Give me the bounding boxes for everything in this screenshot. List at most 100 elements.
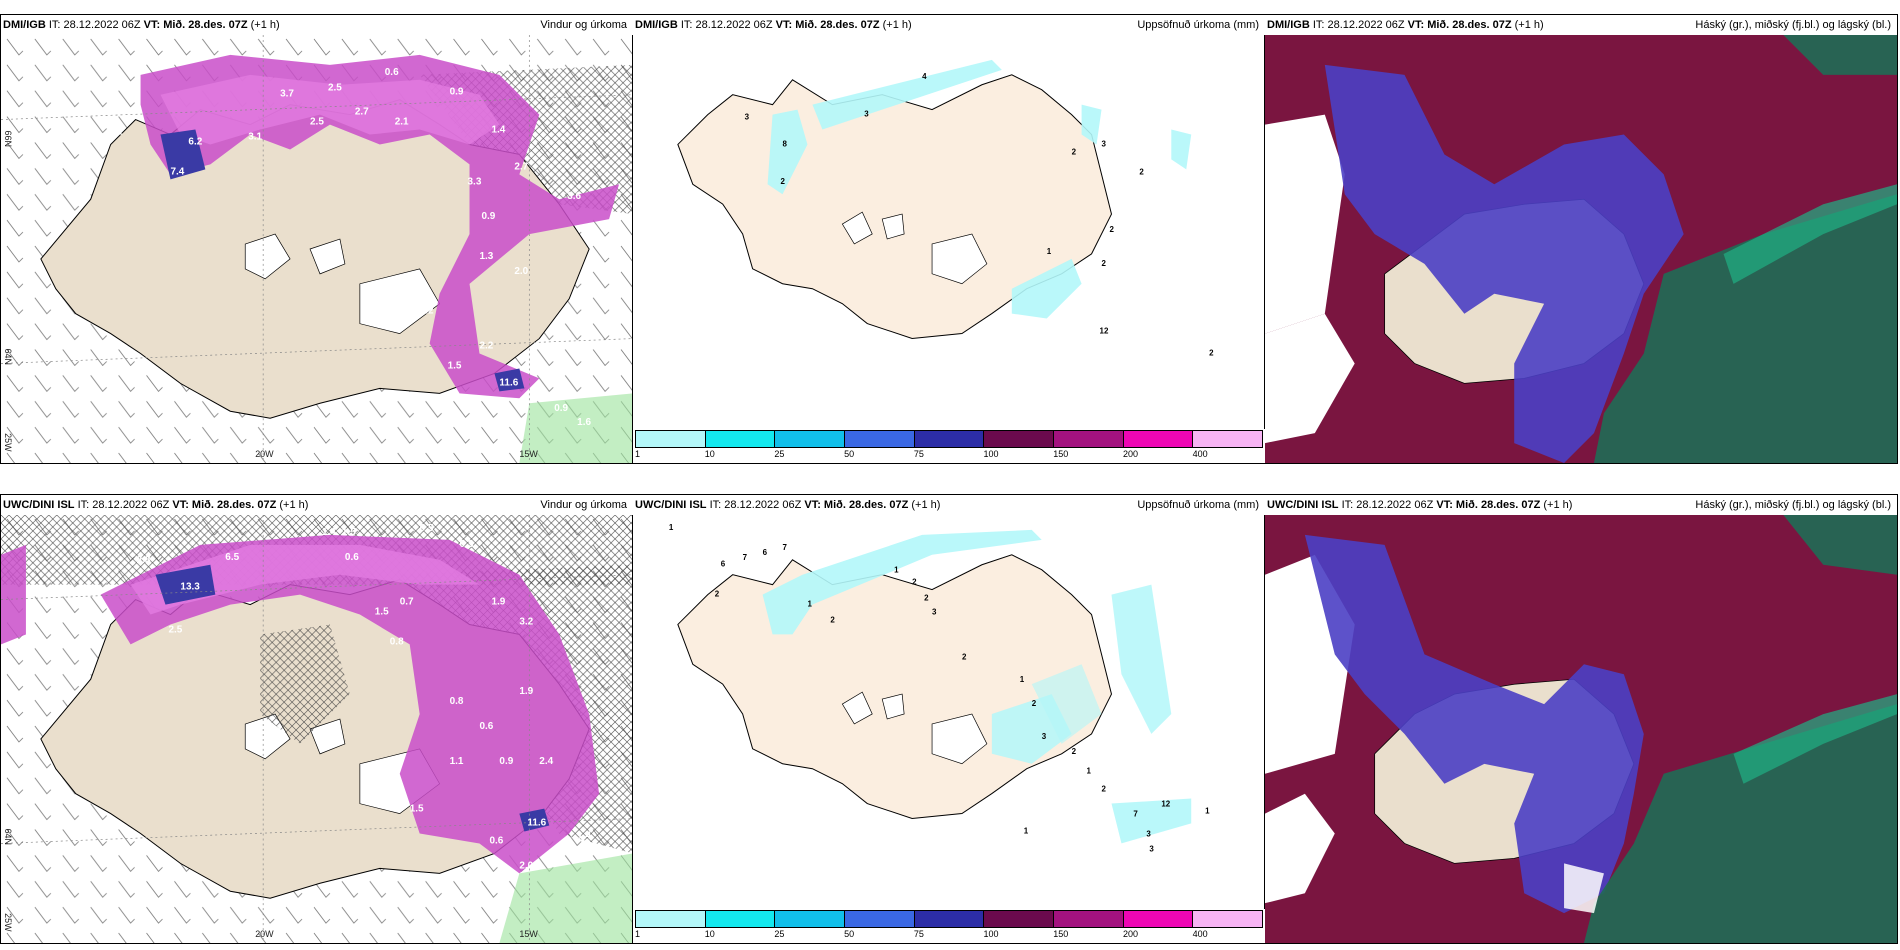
accum-value: 2 [830,615,835,624]
lon-label-20w: 20W [255,449,274,459]
accum-value: 8 [783,139,788,148]
accum-value: 3 [932,608,937,617]
precip-value: 3.1 [248,132,262,143]
precip-value: 1.9 [519,686,533,697]
accum-value: 12 [1161,800,1170,809]
precip-value: 2.0 [514,266,528,277]
colorbar-label: 150 [1053,449,1069,459]
accum-value: 6 [763,548,768,557]
accum-value: 1 [1087,767,1092,776]
accum-value: 1 [894,566,899,575]
panel-header: DMI/IGB IT: 28.12.2022 06Z VT: Mið. 28.d… [633,15,1265,35]
accum-value: 3 [1146,829,1151,838]
accum-value: 2 [1072,747,1077,756]
precip-value: 1.5 [375,607,389,618]
accum-value: 3 [745,113,750,122]
accum-value: 7 [783,543,788,552]
precip-value: 1.4 [491,125,505,136]
colorbar-label: 10 [704,929,715,939]
model-name: UWC/DINI ISL [3,499,75,511]
precip-value: 2.1 [109,127,123,138]
precip-value: 2.7 [514,161,528,172]
colorbar-label: 200 [1122,449,1138,459]
precip-value: 11.6 [499,377,518,388]
colorbar: 1 10 25 50 75 100 150 200 400 [633,909,1265,943]
panel-title: Vindur og úrkoma [540,19,627,31]
precip-value: 0.8 [390,636,404,647]
accum-precip-map[interactable]: 4 3 3 8 2 2 3 2 1 2 2 12 2 [633,35,1265,429]
accum-value: 2 [1109,225,1114,234]
valid-time: Mið. 28.des. 07Z [823,499,909,511]
colorbar-swatches [635,430,1263,448]
colorbar-label: 25 [774,449,785,459]
lon-label-20w: 20W [255,929,274,939]
colorbar-label: 75 [913,929,924,939]
precip-value: 1.5 [342,527,356,538]
lead-time: (+1 h) [279,499,309,511]
lon-label-15w: 15W [519,449,538,459]
model-name: DMI/IGB [1267,19,1310,31]
valid-time-label: VT: [172,499,189,511]
accum-value: 1 [1205,806,1210,815]
lon-label-25w: 25W [3,433,13,452]
colorbar-swatch [1193,431,1263,447]
panel-title: Háský (gr.), miðský (fj.bl.) og lágský (… [1695,19,1891,31]
panel-accum-precip-dmi: DMI/IGB IT: 28.12.2022 06Z VT: Mið. 28.d… [632,14,1266,464]
init-time: IT: 28.12.2022 06Z [77,499,170,511]
lead-time: (+1 h) [250,19,280,31]
accum-value: 2 [924,594,929,603]
precip-value: 1.6 [577,417,591,428]
valid-time: Mið. 28.des. 07Z [163,19,248,31]
panel-header: DMI/IGB IT: 28.12.2022 06Z VT: Mið. 28.d… [1,15,633,35]
accum-value: 3 [864,110,869,119]
precip-value: 0.6 [479,721,493,732]
accum-value: 2 [1072,147,1077,156]
accum-value: 7 [743,553,748,562]
colorbar-label: 50 [844,929,855,939]
cloud-cover-map[interactable] [1265,35,1897,463]
panel-clouds-uwc: UWC/DINI ISL IT: 28.12.2022 06Z VT: Mið.… [1264,494,1898,944]
precip-value: 0.6 [345,552,359,563]
colorbar-swatch [636,431,706,447]
valid-time: Mið. 28.des. 07Z [191,499,277,511]
init-time: IT: 28.12.2022 06Z [680,19,773,31]
accum-precip-map[interactable]: 1 6 7 6 7 2 1 2 1 2 2 3 2 1 2 3 2 1 2 7 … [633,515,1265,909]
precip-value: 1.4 [577,830,591,841]
wind-precip-map[interactable]: 1.4 1.5 0.5 0.3 0.7 2.8 13.3 2.5 6.5 0.6… [1,515,633,943]
colorbar: 1 10 25 50 75 100 150 200 400 [633,429,1265,463]
colorbar-swatch [775,431,846,447]
lead-time: (+1 h) [1514,19,1544,31]
accum-value: 4 [922,72,927,81]
colorbar-label: 150 [1053,929,1069,939]
cloud-cover-map[interactable] [1265,515,1897,943]
precip-value: 1.4 [322,527,336,538]
colorbar-swatch [1123,911,1194,927]
accum-value: 3 [1042,732,1047,741]
precip-value: 0.9 [554,403,568,414]
precip-value: 1.3 [479,251,493,262]
lead-time: (+1 h) [1543,499,1573,511]
accum-value: 1 [1047,247,1052,256]
panel-wind-precip-dmi: DMI/IGB IT: 28.12.2022 06Z VT: Mið. 28.d… [0,14,634,464]
precip-value: 1.5 [410,804,424,815]
colorbar-swatch [984,431,1055,447]
colorbar-swatch [914,911,985,927]
wind-precip-map[interactable]: 3.7 2.5 0.6 0.9 2.1 3.1 6.2 7.4 2.5 2.7 … [1,35,633,463]
accum-value: 2 [962,652,967,661]
precip-value: 0.9 [450,87,464,98]
precip-value: 0.7 [400,597,414,608]
precip-value: 2.2 [479,341,493,352]
model-name: DMI/IGB [635,19,678,31]
precip-value: 1.2 [420,306,434,317]
precip-value: 7.4 [170,166,184,177]
precip-value: 0.8 [450,696,464,707]
lat-label-64n: 64N [3,349,13,365]
colorbar-swatch [775,911,846,927]
colorbar-label: 200 [1122,929,1138,939]
colorbar-swatch [1123,431,1194,447]
precip-value: 3.6 [567,191,581,202]
valid-time: Mið. 28.des. 07Z [1455,499,1541,511]
precip-value: 0.3 [460,539,474,550]
accum-value: 2 [912,578,917,587]
colorbar-label: 25 [774,929,785,939]
